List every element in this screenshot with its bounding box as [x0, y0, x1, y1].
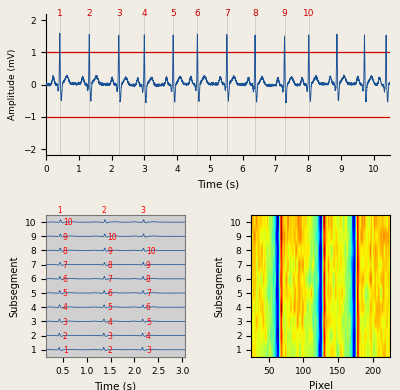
- Text: 3: 3: [107, 332, 112, 341]
- Text: 8: 8: [146, 275, 151, 284]
- Text: 5: 5: [107, 303, 112, 312]
- Text: 6: 6: [146, 303, 151, 312]
- Text: 9: 9: [63, 232, 68, 241]
- Text: 2: 2: [63, 332, 68, 341]
- Text: 6: 6: [63, 275, 68, 284]
- Text: 5: 5: [170, 9, 176, 18]
- Y-axis label: Subsegment: Subsegment: [9, 255, 19, 317]
- Text: 9: 9: [107, 247, 112, 256]
- Text: 10: 10: [63, 218, 72, 227]
- Text: 7: 7: [63, 261, 68, 270]
- Text: 8: 8: [63, 247, 68, 256]
- Text: 1: 1: [63, 346, 68, 355]
- Text: 9: 9: [146, 261, 151, 270]
- Text: 3: 3: [116, 9, 122, 18]
- Text: 7: 7: [146, 289, 151, 298]
- X-axis label: Time (s): Time (s): [94, 381, 136, 390]
- Text: 3: 3: [141, 206, 146, 215]
- Text: 5: 5: [63, 289, 68, 298]
- Text: 2: 2: [107, 346, 112, 355]
- Text: 3: 3: [146, 346, 151, 355]
- Text: 8: 8: [107, 261, 112, 270]
- Text: 10: 10: [303, 9, 314, 18]
- Text: 1: 1: [57, 9, 63, 18]
- X-axis label: Pixel: Pixel: [308, 381, 333, 390]
- Text: 1: 1: [58, 206, 62, 215]
- Text: 4: 4: [146, 332, 151, 341]
- Text: 10: 10: [146, 247, 156, 256]
- Text: 6: 6: [107, 289, 112, 298]
- Text: 7: 7: [107, 275, 112, 284]
- Text: 8: 8: [252, 9, 258, 18]
- Text: 3: 3: [63, 317, 68, 326]
- Text: 9: 9: [282, 9, 287, 18]
- Y-axis label: Subsegment: Subsegment: [214, 255, 224, 317]
- Text: 6: 6: [194, 9, 200, 18]
- Text: 4: 4: [107, 317, 112, 326]
- Text: 2: 2: [86, 9, 92, 18]
- Text: 2: 2: [102, 206, 107, 215]
- Text: 4: 4: [63, 303, 68, 312]
- X-axis label: Time (s): Time (s): [197, 180, 239, 190]
- Text: 7: 7: [224, 9, 230, 18]
- Y-axis label: Amplitude (mV): Amplitude (mV): [8, 49, 18, 120]
- Text: 5: 5: [146, 317, 151, 326]
- Text: 4: 4: [142, 9, 147, 18]
- Text: 10: 10: [107, 232, 117, 241]
